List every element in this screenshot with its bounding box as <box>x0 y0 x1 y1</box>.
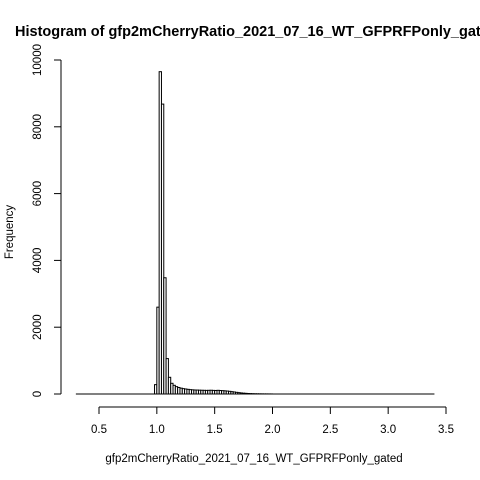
y-tick-label: 2000 <box>32 314 44 340</box>
y-tick-label: 8000 <box>32 114 44 140</box>
x-axis: 0.5 1.0 1.5 2.0 2.5 3.0 3.5 <box>91 406 454 436</box>
y-tick-label: 6000 <box>32 181 44 207</box>
y-tick-label: 4000 <box>32 248 44 274</box>
x-tick-label: 1.0 <box>149 424 165 436</box>
x-tick-label: 0.5 <box>91 424 107 436</box>
y-tick-label: 10000 <box>32 44 44 76</box>
x-tick-label: 2.5 <box>322 424 338 436</box>
y-axis: 0 2000 4000 6000 8000 10000 <box>32 44 62 397</box>
histogram-bars <box>154 71 274 395</box>
chart-title: Histogram of gfp2mCherryRatio_2021_07_16… <box>15 24 480 40</box>
y-axis-label: Frequency <box>4 205 16 260</box>
x-tick-label: 2.0 <box>265 424 281 436</box>
x-axis-label: gfp2mCherryRatio_2021_07_16_WT_GFPRFPonl… <box>105 453 402 465</box>
x-tick-label: 3.0 <box>380 424 396 436</box>
y-tick-label: 0 <box>32 391 44 397</box>
x-tick-label: 1.5 <box>207 424 223 436</box>
x-tick-label: 3.5 <box>438 424 454 436</box>
